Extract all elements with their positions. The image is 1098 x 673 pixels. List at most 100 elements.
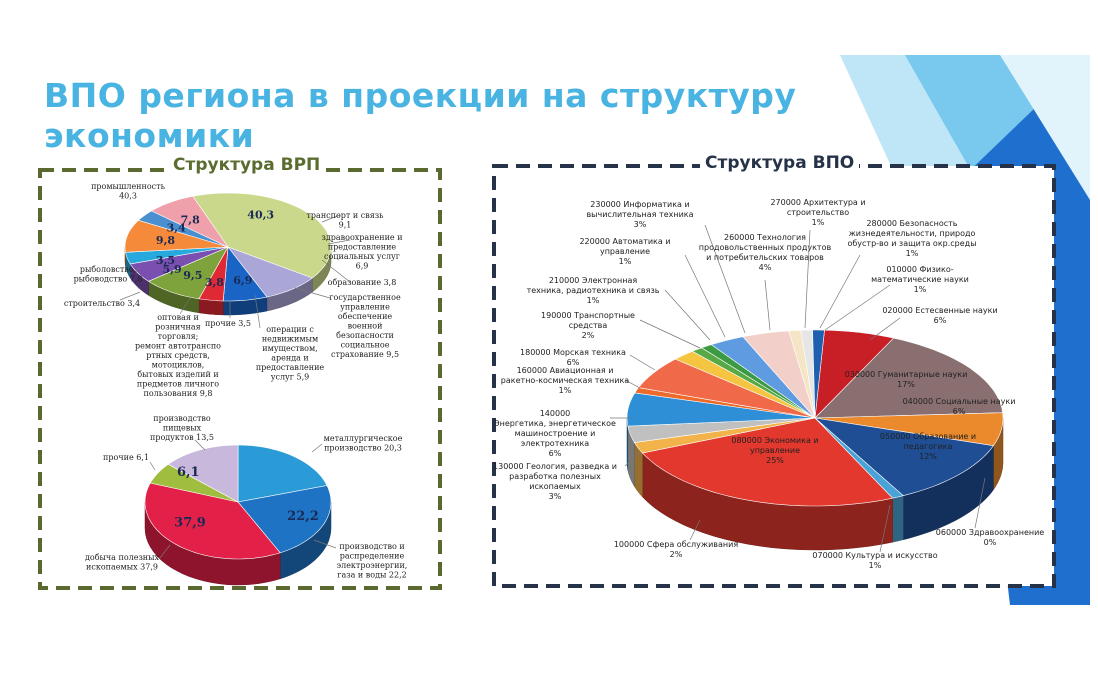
slice-label-line: промышленность [91, 182, 166, 191]
slice-label-line: страхование 9,5 [331, 350, 399, 359]
slice-label-line: 030000 Гуманитарные науки [845, 370, 968, 379]
slice-label-line: социальных услуг [324, 252, 400, 261]
slice-value-label: 3,4 [167, 221, 186, 234]
leader-line [194, 439, 206, 451]
slice-label-line: ртных средств, [146, 351, 210, 360]
slice-label-line: 3% [634, 220, 647, 229]
slice-label-line: 050000 Образование и [880, 432, 976, 441]
slice-label-line: 1% [587, 296, 600, 305]
slice-outer-label: прочие 6,1 [103, 453, 156, 471]
slice-outer-label: строительство 3,4 [64, 291, 141, 308]
slice-label-line: 1% [559, 386, 572, 395]
leader-line [624, 451, 641, 467]
slice-label-line: ремонт автотранспо [135, 342, 221, 351]
pie-slice [227, 246, 313, 298]
slice-outer-label: прочие 3,5 [205, 300, 251, 328]
pie-slice [742, 330, 816, 419]
pie-tops [626, 329, 1004, 507]
slice-label-line: 2% [582, 331, 595, 340]
leader-line [119, 291, 141, 301]
slice-label-line: ископаемых [529, 482, 581, 491]
pie-slice [124, 219, 229, 253]
slice-label-line: 0% [984, 538, 997, 547]
slice-outer-label: образование 3,8 [321, 259, 396, 287]
slice-label-line: 1% [906, 249, 919, 258]
slice-value-label: 3,5 [156, 254, 175, 267]
slice-label-line: 190000 Транспортные [541, 311, 635, 320]
pie-slice [812, 329, 825, 419]
slice-label-line: производство 20,3 [324, 444, 402, 453]
leader-line [819, 254, 861, 329]
slice-label-line: металлургическое [324, 434, 403, 443]
slice-label-line: распределение [340, 552, 405, 561]
slice-label-line: производство [153, 414, 211, 423]
slice-label-line: 020000 Естесвенные науки [882, 306, 997, 315]
slice-label-line: управление [340, 303, 390, 312]
slice-label-line: Энергетика, энергетическое [494, 419, 616, 428]
slice-label-line: 9,1 [339, 221, 352, 230]
leader-line [179, 297, 191, 315]
leader-line [134, 267, 141, 273]
slice-label-line: 070000 Культура и искусство [812, 551, 937, 560]
leader-line [879, 504, 891, 553]
slice-label-line: 140000 [540, 409, 571, 418]
pie-slice [137, 210, 229, 248]
leader-line [254, 294, 261, 329]
pie-slice [147, 246, 229, 300]
leader-line [974, 477, 986, 529]
slice-outer-label: рыболовство,рыбоводство 7,8 [74, 265, 143, 284]
leader-line [664, 289, 711, 341]
slice-label-line: военной [348, 322, 383, 331]
slice-label-line: 010000 Физико- [886, 265, 953, 274]
slice-label-line: 6% [549, 449, 562, 458]
slice-label-line: 1% [914, 285, 927, 294]
slice-label-line: техника, радиотехника и связь [527, 286, 660, 295]
slice-label-line: 260000 Технология [724, 233, 806, 242]
slice-outer-label: здравоохранение ипредоставлениесоциальны… [321, 233, 402, 271]
pie-slice [129, 246, 229, 282]
slice-label-line: 230000 Информатика и [590, 200, 689, 209]
slice-label-line: разработка полезных [509, 472, 601, 481]
leader-line [327, 239, 351, 245]
slice-label-line: 160000 Авиационная и [517, 366, 614, 375]
leader-line [159, 544, 171, 559]
slice-label-line: 220000 Автоматика и [579, 237, 670, 246]
slice-value-label: 9,5 [183, 269, 202, 282]
slice-label-line: рыболовство, [80, 265, 136, 274]
slice-label-line: добыча полезных [85, 553, 160, 562]
slice-label-line: аренда и [271, 354, 309, 363]
slice-label-line: 130000 Геология, разведка и [493, 462, 617, 471]
slice-label-line: недвижимым [262, 335, 318, 344]
slice-label-line: 210000 Электронная [549, 276, 638, 285]
slice-label-line: 1% [869, 561, 882, 570]
pie-slice [192, 192, 332, 279]
deco-triangle-pale [1000, 55, 1090, 200]
slice-label-line: ископаемых 37,9 [86, 563, 158, 572]
pie-slice [641, 417, 894, 507]
slice-label-line: производство и [339, 542, 404, 551]
leader-line [321, 259, 351, 283]
slice-label-line: рыбоводство 7,8 [74, 275, 143, 284]
pie-slice [814, 417, 994, 497]
slice-label-line: электроэнергии, [337, 561, 408, 570]
slice-value-label: 3,8 [205, 276, 224, 289]
slice-label-line: вычислительная техника [586, 210, 693, 219]
pie-slice-side [892, 495, 904, 543]
slice-label-line: прочие 3,5 [205, 319, 251, 328]
vpo-frame-title: Структура ВПО [700, 153, 860, 173]
slice-outer-label: производство ираспределениеэлектроэнерги… [313, 539, 408, 580]
pie-sides [124, 247, 332, 316]
pie-tops [144, 444, 332, 560]
